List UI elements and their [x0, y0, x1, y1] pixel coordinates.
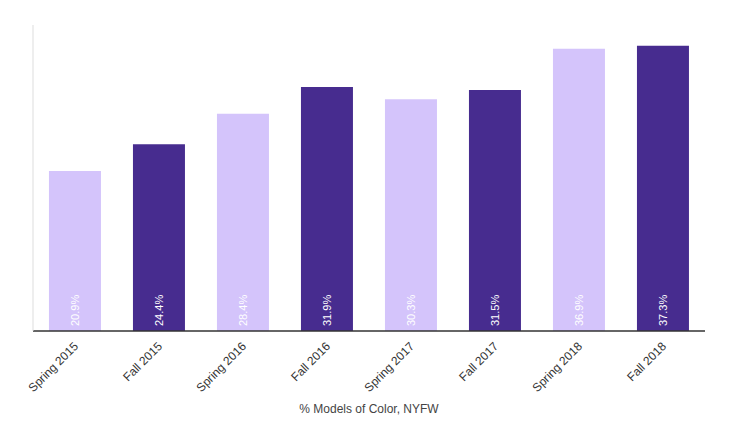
svg-text:36.9%: 36.9%: [573, 295, 585, 326]
svg-text:Spring 2018: Spring 2018: [529, 339, 585, 395]
svg-text:31.5%: 31.5%: [489, 295, 501, 326]
svg-text:Fall 2015: Fall 2015: [120, 339, 165, 384]
svg-text:Fall 2017: Fall 2017: [456, 339, 501, 384]
svg-text:Fall 2018: Fall 2018: [624, 339, 669, 384]
svg-text:28.4%: 28.4%: [237, 295, 249, 326]
svg-text:24.4%: 24.4%: [153, 295, 165, 326]
svg-text:37.3%: 37.3%: [657, 295, 669, 326]
svg-text:% Models of Color, NYFW: % Models of Color, NYFW: [299, 402, 439, 416]
svg-text:Spring 2017: Spring 2017: [361, 339, 417, 395]
svg-text:31.9%: 31.9%: [321, 295, 333, 326]
svg-text:Spring 2015: Spring 2015: [25, 339, 81, 395]
svg-text:Fall 2016: Fall 2016: [288, 339, 333, 384]
svg-text:Spring 2016: Spring 2016: [193, 339, 249, 395]
svg-text:20.9%: 20.9%: [69, 295, 81, 326]
svg-text:30.3%: 30.3%: [405, 295, 417, 326]
